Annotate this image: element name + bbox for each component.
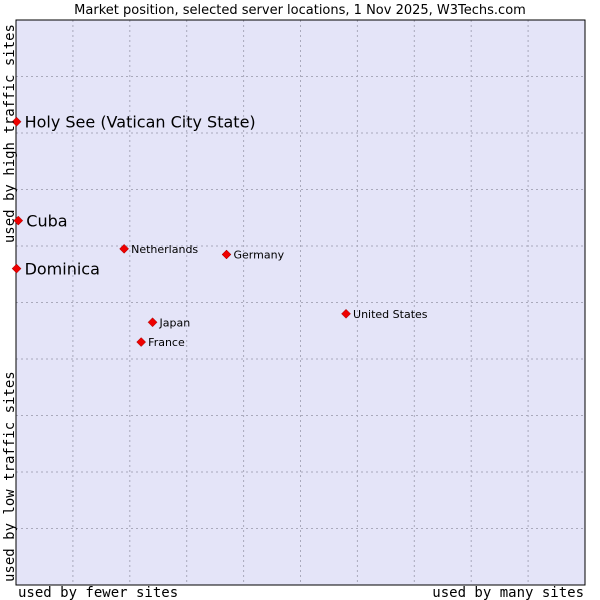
y-axis-label-high: used by high traffic sites (2, 24, 18, 243)
data-point-japan: Japan (147, 316, 191, 329)
x-axis-label-low: used by fewer sites (18, 585, 178, 600)
data-point-germany: Germany (221, 248, 285, 261)
point-marker (147, 317, 158, 328)
point-marker (221, 249, 232, 260)
data-point-dominica: Dominica (11, 260, 100, 279)
x-axis-label-high: used by many sites (432, 585, 584, 600)
data-points: Holy See (Vatican City State) Cuba Dominic… (11, 113, 428, 349)
point-label: Japan (159, 316, 191, 329)
data-point-holy-see-vatican-city-state: Holy See (Vatican City State) (11, 113, 256, 132)
point-label: Germany (234, 248, 285, 261)
data-point-netherlands: Netherlands (119, 243, 198, 256)
data-point-cuba: Cuba (13, 212, 68, 231)
data-point-united-states: United States (341, 308, 428, 321)
point-label: Dominica (25, 260, 100, 279)
point-label: Holy See (Vatican City State) (25, 113, 256, 132)
point-marker (13, 215, 24, 226)
grid-lines (16, 20, 585, 585)
y-axis-label-low: used by low traffic sites (2, 371, 18, 582)
point-label: Netherlands (131, 243, 198, 256)
plot-frame (15, 19, 586, 586)
data-point-france: France (136, 336, 185, 349)
point-marker (341, 308, 351, 319)
point-marker (11, 116, 22, 127)
point-marker (11, 263, 22, 274)
chart-title: Market position, selected server locatio… (74, 3, 526, 18)
point-marker (136, 337, 147, 347)
point-marker (119, 243, 129, 254)
point-label: France (148, 336, 185, 349)
point-label: Cuba (26, 212, 67, 231)
point-label: United States (353, 308, 428, 321)
